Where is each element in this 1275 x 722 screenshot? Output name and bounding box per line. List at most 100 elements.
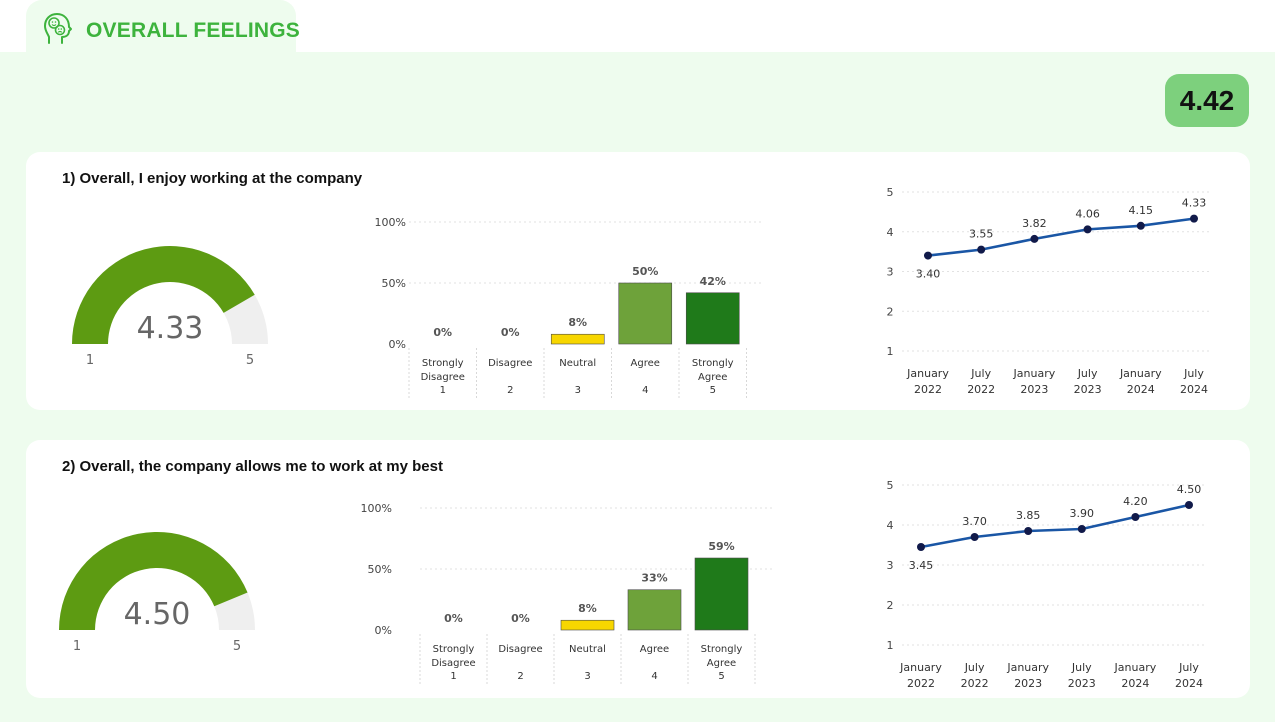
trend-x-label: 2022 xyxy=(961,677,989,690)
trend-point xyxy=(924,251,932,260)
bar-category-number: 2 xyxy=(507,385,513,396)
bar-y-tick: 0% xyxy=(389,338,406,351)
trend-point xyxy=(1131,513,1140,521)
bar-y-tick: 50% xyxy=(368,563,392,576)
bar-category-label: Strongly xyxy=(433,644,475,655)
question-title: 1) Overall, I enjoy working at the compa… xyxy=(62,170,363,187)
trend-value-label: 3.85 xyxy=(1016,509,1041,522)
gauge-fill xyxy=(59,532,248,630)
trend-x-label: July xyxy=(964,661,985,674)
trend-x-label: 2024 xyxy=(1121,677,1149,690)
bar-category-label: Agree xyxy=(640,644,669,655)
trend-x-label: January xyxy=(1013,367,1056,380)
bar-category-number: 1 xyxy=(440,385,446,396)
trend-point xyxy=(1185,501,1193,509)
trend-value-label: 3.70 xyxy=(962,515,987,528)
trend-x-label: July xyxy=(1071,661,1092,674)
gauge-value: 4.50 xyxy=(124,597,191,632)
question-card-1: 1) Overall, I enjoy working at the compa… xyxy=(26,152,1250,410)
bar-value-label: 50% xyxy=(632,265,658,278)
bar-category-label: Strongly xyxy=(692,358,734,369)
bar xyxy=(560,619,615,631)
bar-category-number: 3 xyxy=(575,385,581,396)
trend-line xyxy=(920,503,1190,549)
trend-x-label: 2024 xyxy=(1180,383,1208,396)
bar-category-label: Disagree xyxy=(498,644,542,655)
trend-x-label: 2024 xyxy=(1127,383,1155,396)
gauge-value: 4.33 xyxy=(137,311,204,346)
bar-category-label: Agree xyxy=(707,658,736,669)
trend-x-label: 2022 xyxy=(914,383,942,396)
trend-x-label: 2022 xyxy=(907,677,935,690)
trend-value-label: 4.06 xyxy=(1075,207,1100,220)
trend-point xyxy=(1024,527,1033,535)
trend-x-label: January xyxy=(1114,661,1157,674)
trend-value-label: 3.55 xyxy=(969,228,994,241)
bar-category-number: 5 xyxy=(718,671,724,682)
trend-x-label: 2023 xyxy=(1014,677,1042,690)
bar-value-label: 0% xyxy=(501,326,520,339)
bar-category-label: Disagree xyxy=(421,372,465,383)
bar-category-label: Disagree xyxy=(488,358,532,369)
bar-y-tick: 0% xyxy=(375,624,392,637)
trend-point xyxy=(1083,225,1092,234)
line-y-tick: 5 xyxy=(887,479,894,492)
line-y-tick: 3 xyxy=(887,559,894,572)
trend-value-label: 4.33 xyxy=(1182,197,1207,210)
trend-x-label: July xyxy=(970,367,991,380)
trend-x-label: January xyxy=(899,661,942,674)
bar-category-number: 1 xyxy=(450,671,456,682)
page-title: OVERALL FEELINGS xyxy=(86,19,300,42)
bar-value-label: 8% xyxy=(578,602,597,615)
line-y-tick: 5 xyxy=(887,186,894,199)
question-2-charts: 4.50 1 5 100% 50% 0% 0% Strongly Disagree 1 0% Disa… xyxy=(59,479,1205,690)
bar xyxy=(550,333,605,345)
bar-category-label: Neutral xyxy=(569,644,606,655)
head-with-smiley-icon xyxy=(44,13,72,44)
trend-value-label: 4.15 xyxy=(1129,204,1154,217)
bar-y-tick: 100% xyxy=(361,502,392,515)
bar-category-label: Strongly xyxy=(422,358,464,369)
trend-x-label: January xyxy=(1119,367,1162,380)
trend-x-label: July xyxy=(1178,661,1199,674)
bar-category-number: 2 xyxy=(517,671,523,682)
bar-y-tick: 50% xyxy=(382,277,406,290)
bar-value-label: 59% xyxy=(708,540,734,553)
trend-point xyxy=(1030,234,1039,243)
gauge-max-label: 5 xyxy=(233,639,241,654)
question-title: 2) Overall, the company allows me to wor… xyxy=(62,458,443,475)
gauge-max-label: 5 xyxy=(246,353,254,368)
trend-point xyxy=(977,245,986,254)
bar xyxy=(694,557,749,631)
bar-category-label: Neutral xyxy=(559,358,596,369)
trend-x-label: January xyxy=(906,367,949,380)
gauge-fill xyxy=(72,246,255,344)
bar xyxy=(618,282,673,345)
bar-value-label: 0% xyxy=(444,612,463,625)
trend-value-label: 3.82 xyxy=(1022,217,1047,230)
trend-x-label: July xyxy=(1077,367,1098,380)
trend-value-label: 4.20 xyxy=(1123,495,1148,508)
trend-point xyxy=(917,543,925,551)
bar xyxy=(685,292,740,345)
line-y-tick: 3 xyxy=(887,266,894,279)
bar xyxy=(627,589,682,631)
bar-category-number: 4 xyxy=(651,671,657,682)
trend-value-label: 3.90 xyxy=(1070,507,1095,520)
trend-value-label: 3.45 xyxy=(909,559,934,572)
trend-value-label: 3.40 xyxy=(916,268,941,281)
trend-point xyxy=(1077,525,1086,533)
trend-x-label: January xyxy=(1006,661,1049,674)
gauge-min-label: 1 xyxy=(73,639,81,654)
bar-value-label: 8% xyxy=(568,316,587,329)
gauge-min-label: 1 xyxy=(86,353,94,368)
bar-value-label: 0% xyxy=(433,326,452,339)
overall-score-badge: 4.42 xyxy=(1165,74,1249,127)
trend-x-label: 2023 xyxy=(1074,383,1102,396)
trend-point xyxy=(1136,221,1145,230)
bar-value-label: 33% xyxy=(641,572,667,585)
bar-category-number: 4 xyxy=(642,385,648,396)
bar-value-label: 0% xyxy=(511,612,530,625)
trend-point xyxy=(970,533,979,541)
question-1-charts: 4.33 1 5 100% 50% 0% 0% Strongly Disagree 1 0% Disa… xyxy=(72,186,1210,400)
